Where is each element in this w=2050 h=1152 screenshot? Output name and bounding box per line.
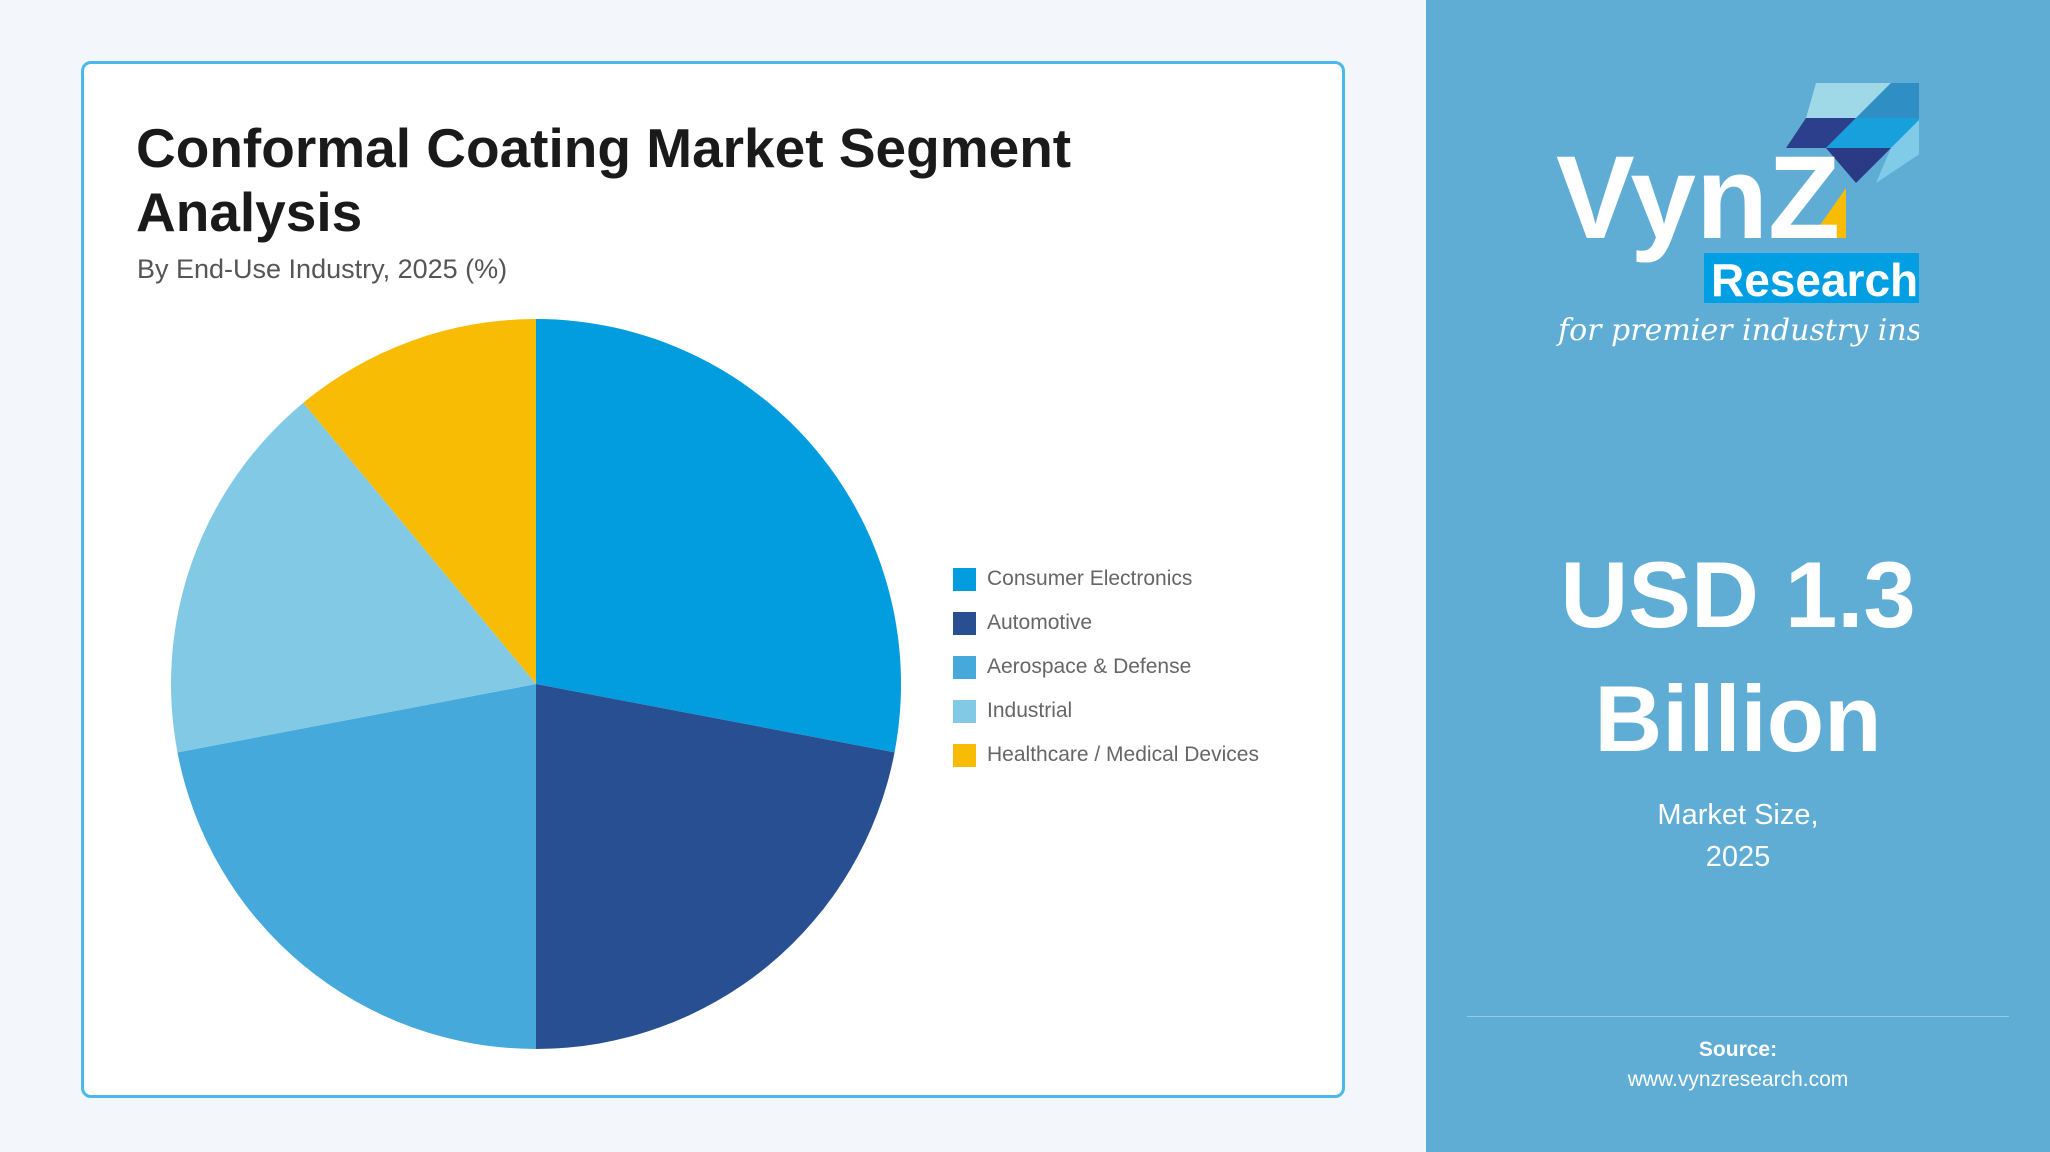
chart-card: Conformal Coating Market Segment Analysi…	[81, 61, 1345, 1098]
pie-chart	[171, 319, 901, 1049]
logo-tagline: for premier industry insights	[1556, 313, 1919, 348]
source-url[interactable]: www.vynzresearch.com	[1627, 1068, 1849, 1091]
divider	[1467, 1016, 2009, 1017]
source-label: Source:	[1698, 1038, 1778, 1061]
side-panel: VynZ Research for premier industry insig…	[1426, 0, 2050, 1152]
logo-sub: Research	[1711, 254, 1918, 306]
chart-subtitle: By End-Use Industry, 2025 (%)	[137, 254, 508, 284]
legend-label: Healthcare / Medical Devices	[987, 743, 1259, 766]
pie-slice-consumer-electronics	[536, 319, 901, 753]
legend-item: Aerospace & Defense	[953, 645, 1259, 689]
legend-item: Automotive	[953, 601, 1259, 645]
logo-text: VynZ	[1556, 132, 1840, 264]
legend-swatch	[953, 655, 976, 679]
legend-swatch	[953, 567, 976, 591]
pie-slice-aerospace-defense	[177, 684, 536, 1049]
legend-item: Industrial	[953, 689, 1259, 733]
chart-title: Conformal Coating Market Segment Analysi…	[136, 117, 1072, 243]
legend-item: Healthcare / Medical Devices	[953, 733, 1259, 777]
legend-item: Consumer Electronics	[953, 557, 1259, 601]
vynz-logo: VynZ Research for premier industry insig…	[1556, 83, 1919, 348]
legend-label: Aerospace & Defense	[987, 655, 1192, 678]
legend-label: Automotive	[987, 611, 1093, 634]
legend-swatch	[953, 743, 976, 767]
legend-swatch	[953, 611, 976, 635]
pie-slice-automotive	[536, 684, 895, 1049]
market-size-year: 2025	[1705, 841, 1771, 873]
pie-slice-industrial	[171, 402, 536, 753]
legend-swatch	[953, 699, 976, 723]
legend-label: Industrial	[987, 699, 1073, 722]
market-value-unit: Billion	[1594, 666, 1882, 771]
pie-slice-healthcare-medical-devices	[303, 319, 536, 684]
market-size-label: Market Size,	[1657, 799, 1819, 831]
legend-label: Consumer Electronics	[987, 567, 1193, 590]
market-value: USD 1.3	[1560, 542, 1916, 647]
legend: Consumer Electronics Automotive Aerospace …	[953, 557, 1259, 777]
